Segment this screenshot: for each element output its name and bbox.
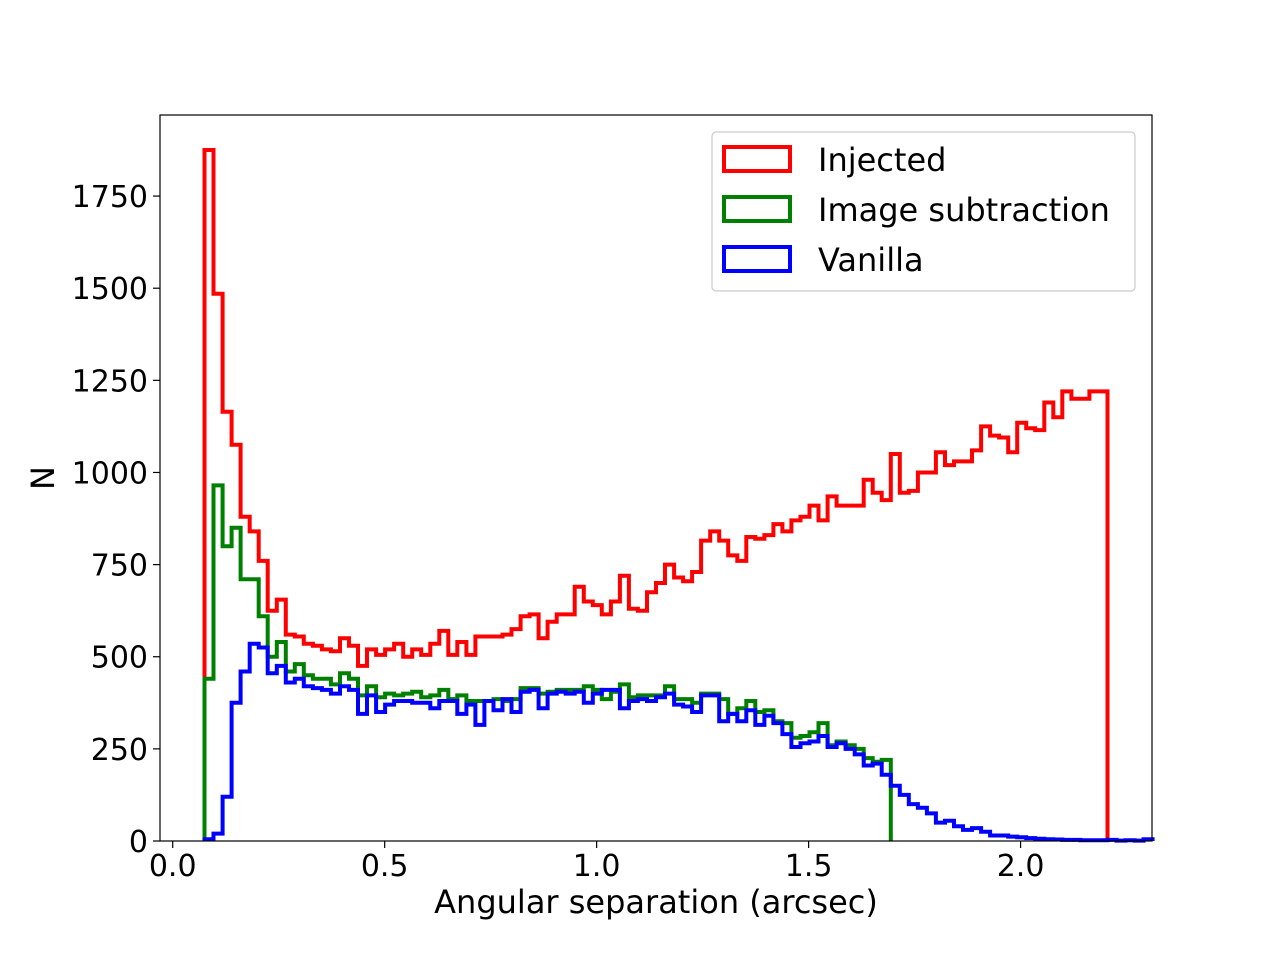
y-tick-label: 750 bbox=[91, 549, 148, 584]
histogram-series-vanilla bbox=[202, 641, 1155, 843]
y-tick-label: 1500 bbox=[72, 272, 148, 307]
legend: Injected Image subtraction Vanilla bbox=[711, 131, 1136, 292]
legend-swatch-image-subtraction bbox=[722, 195, 792, 223]
x-tick-label: 0.5 bbox=[361, 849, 409, 884]
x-axis-ticks: 0.0 0.5 1.0 1.5 2.0 bbox=[149, 841, 1045, 884]
y-tick-label: 250 bbox=[91, 733, 148, 768]
legend-label-vanilla: Vanilla bbox=[818, 241, 924, 279]
x-tick-label: 1.0 bbox=[573, 849, 621, 884]
plot-frame bbox=[159, 114, 1153, 842]
y-tick-label: 0 bbox=[129, 825, 148, 860]
legend-box bbox=[711, 131, 1136, 292]
legend-swatch-injected bbox=[722, 145, 792, 173]
y-tick-label: 500 bbox=[91, 641, 148, 676]
legend-label-injected: Injected bbox=[818, 141, 946, 179]
x-tick-label: 0.0 bbox=[149, 849, 197, 884]
x-tick-label: 2.0 bbox=[997, 849, 1045, 884]
histogram-series-injected bbox=[202, 148, 1110, 841]
y-axis-label: N bbox=[24, 466, 62, 490]
y-tick-label: 1750 bbox=[72, 180, 148, 215]
series-layer bbox=[202, 148, 1155, 843]
y-tick-label: 1000 bbox=[72, 456, 148, 491]
y-tick-label: 1250 bbox=[72, 364, 148, 399]
legend-swatch-vanilla bbox=[722, 245, 792, 273]
x-tick-label: 1.5 bbox=[785, 849, 833, 884]
legend-label-image-subtraction: Image subtraction bbox=[818, 191, 1110, 229]
x-axis-label: Angular separation (arcsec) bbox=[434, 883, 878, 921]
histogram-series-image-subtraction bbox=[202, 483, 893, 841]
y-axis-ticks: 0 250 500 750 1000 1250 1500 1750 bbox=[72, 180, 160, 860]
